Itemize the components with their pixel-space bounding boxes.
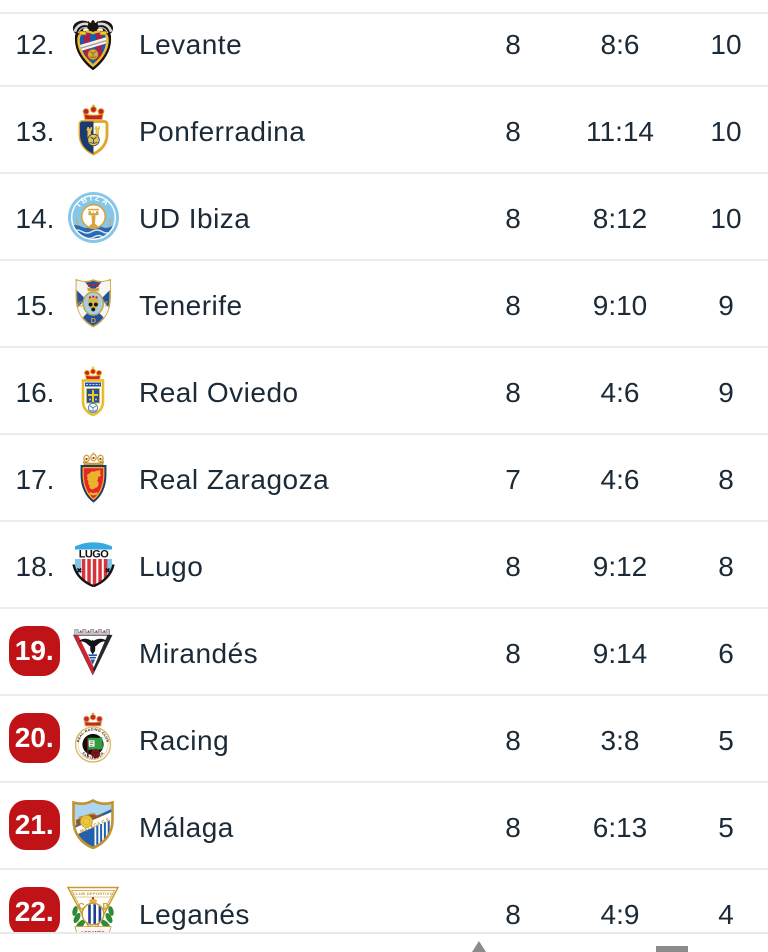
svg-text:C: C	[78, 902, 85, 912]
svg-text:LUGO: LUGO	[78, 548, 108, 560]
svg-text:CLUB DEPORTIVO: CLUB DEPORTIVO	[73, 891, 113, 896]
svg-text:D: D	[90, 316, 96, 325]
svg-text:D: D	[103, 902, 110, 912]
svg-text:T: T	[104, 301, 109, 309]
svg-text:C: C	[78, 301, 83, 309]
